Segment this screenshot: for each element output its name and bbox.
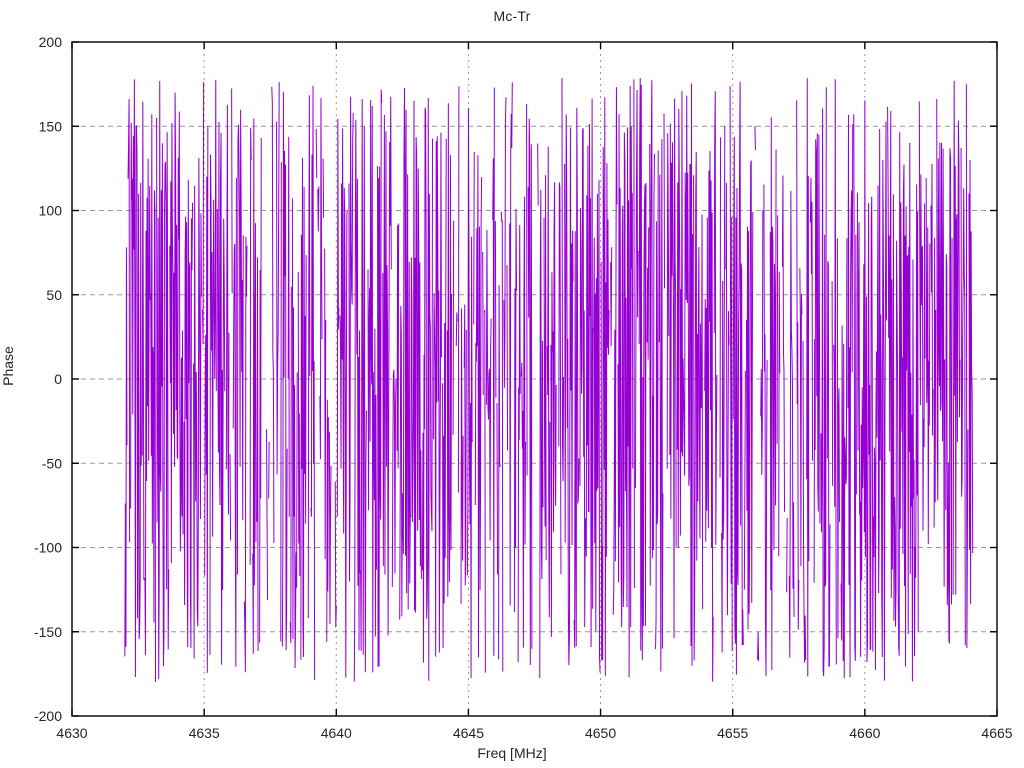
tick-marks: [71, 41, 998, 717]
y-tick-label: -150: [34, 624, 62, 640]
x-axis-label: Freq [MHz]: [477, 745, 547, 761]
x-tick-label: 4665: [981, 725, 1012, 741]
data-series-layer: [124, 78, 974, 682]
y-tick-label: 200: [39, 34, 63, 50]
x-tick-label: 4635: [189, 725, 220, 741]
y-tick-label: -50: [42, 455, 62, 471]
x-tick-label: 4640: [321, 725, 352, 741]
y-tick-label: 150: [39, 118, 63, 134]
y-tick-label: -200: [34, 708, 62, 724]
y-tick-label: 0: [54, 371, 62, 387]
y-tick-label: -100: [34, 540, 62, 556]
chart-title: Mc-Tr: [493, 8, 531, 24]
x-tick-label: 4655: [717, 725, 748, 741]
x-tick-label: 4630: [56, 725, 87, 741]
y-tick-label: 50: [46, 287, 62, 303]
x-tick-label: 4660: [849, 725, 880, 741]
x-tick-label: 4645: [453, 725, 484, 741]
y-tick-label: 100: [39, 203, 63, 219]
x-tick-label: 4650: [585, 725, 616, 741]
